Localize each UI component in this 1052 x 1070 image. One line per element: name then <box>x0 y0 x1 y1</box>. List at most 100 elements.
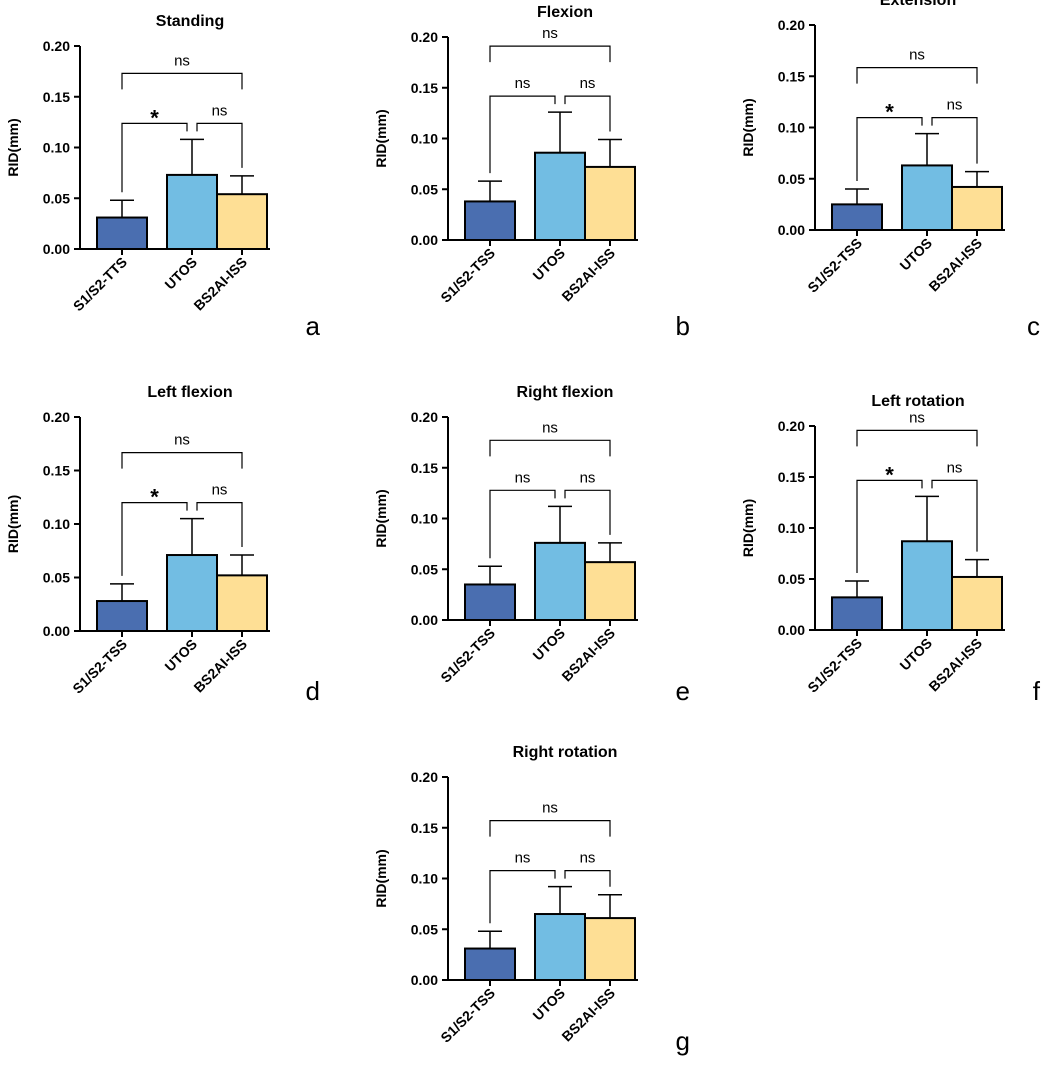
significance-label: ns <box>580 75 596 92</box>
y-tick-label: 0.00 <box>778 622 805 638</box>
chart-title: Right flexion <box>517 384 614 401</box>
panel-letter: e <box>676 676 690 706</box>
panel-letter: g <box>676 1026 690 1056</box>
significance-label: ns <box>542 800 558 817</box>
x-tick-label: BS2AI-ISS <box>558 625 618 685</box>
chart-panel-f: Left rotation RID(mm) 0.00 0.05 0.10 0.15 0.20… <box>740 393 1041 706</box>
bar-1 <box>166 554 218 633</box>
x-tick-label: BS2AI-ISS <box>190 254 250 314</box>
x-tick-label: UTOS <box>896 235 935 274</box>
chart-title: Right rotation <box>513 744 618 761</box>
significance-bracket <box>856 429 978 447</box>
significance-label: ns <box>909 47 925 64</box>
significance-bracket <box>489 95 556 174</box>
y-axis-label: RID(mm) <box>5 118 21 176</box>
x-tick-label: BS2AI-ISS <box>925 235 985 295</box>
y-tick-label: 0.20 <box>411 769 438 785</box>
significance-label: ns <box>580 850 596 867</box>
bar-0 <box>831 203 883 231</box>
x-tick-label: S1/S2-TSS <box>437 985 498 1046</box>
y-tick-label: 0.15 <box>43 89 70 105</box>
significance-bracket <box>931 117 978 164</box>
y-tick-label: 0.00 <box>411 972 438 988</box>
significance-bracket <box>489 489 556 559</box>
y-tick-label: 0.05 <box>43 570 70 586</box>
significance-bracket <box>489 439 611 457</box>
y-tick-label: 0.10 <box>43 140 70 156</box>
significance-bracket <box>856 67 978 84</box>
significance-bracket <box>564 870 611 887</box>
y-axis-label: RID(mm) <box>740 499 756 557</box>
chart-title: Left flexion <box>147 384 232 401</box>
y-tick-label: 0.15 <box>778 469 805 485</box>
significance-label: * <box>885 100 894 125</box>
y-axis-label: RID(mm) <box>373 109 389 167</box>
significance-bracket <box>121 122 188 193</box>
y-tick-label: 0.05 <box>778 571 805 587</box>
bar-2 <box>951 185 1003 231</box>
significance-label: ns <box>580 469 596 486</box>
significance-bracket <box>121 72 243 90</box>
y-tick-label: 0.05 <box>411 181 438 197</box>
x-tick-label: BS2AI-ISS <box>558 245 618 305</box>
chart-title: Left rotation <box>871 393 964 410</box>
y-tick-label: 0.05 <box>411 561 438 577</box>
y-tick-label: 0.10 <box>411 871 438 887</box>
bar-0 <box>96 600 148 632</box>
significance-label: ns <box>542 25 558 42</box>
x-tick-label: S1/S2-TSS <box>804 635 865 696</box>
y-tick-label: 0.20 <box>43 409 70 425</box>
significance-bracket <box>856 117 923 181</box>
y-tick-label: 0.10 <box>411 131 438 147</box>
y-tick-label: 0.20 <box>778 418 805 434</box>
y-tick-label: 0.00 <box>778 222 805 238</box>
y-tick-label: 0.00 <box>43 623 70 639</box>
y-tick-label: 0.10 <box>411 511 438 527</box>
significance-bracket <box>489 820 611 837</box>
significance-label: ns <box>947 97 963 114</box>
x-tick-label: UTOS <box>896 635 935 674</box>
x-tick-label: UTOS <box>161 636 200 675</box>
x-tick-label: BS2AI-ISS <box>558 985 618 1045</box>
y-tick-label: 0.15 <box>411 820 438 836</box>
x-tick-label: UTOS <box>529 985 568 1024</box>
chart-title: Extension <box>880 0 956 9</box>
bar-0 <box>96 216 148 251</box>
bar-2 <box>951 575 1003 632</box>
chart-panel-e: Right flexion RID(mm) 0.00 0.05 0.10 0.15 0.20… <box>373 384 690 706</box>
significance-bracket <box>489 45 611 63</box>
x-tick-label: BS2AI-ISS <box>190 636 250 696</box>
x-tick-label: S1/S2-TSS <box>69 636 130 697</box>
y-tick-label: 0.15 <box>411 460 438 476</box>
significance-bracket <box>564 95 611 132</box>
chart-panel-g: Right rotation RID(mm) 0.00 0.05 0.10 0.15 0.2… <box>373 744 690 1056</box>
x-tick-label: S1/S2-TSS <box>804 235 865 296</box>
y-tick-label: 0.15 <box>778 68 805 84</box>
x-tick-label: S1/S2-TTS <box>70 254 130 314</box>
bar-2 <box>584 917 636 982</box>
significance-label: * <box>150 485 159 510</box>
significance-label: ns <box>542 419 558 436</box>
significance-label: ns <box>515 75 531 92</box>
significance-label: ns <box>515 850 531 867</box>
significance-bracket <box>489 870 556 924</box>
significance-bracket <box>856 479 923 574</box>
significance-bracket <box>121 452 243 469</box>
y-tick-label: 0.00 <box>411 232 438 248</box>
x-tick-label: UTOS <box>529 245 568 284</box>
y-tick-label: 0.20 <box>411 29 438 45</box>
significance-label: ns <box>212 482 228 499</box>
bar-1 <box>901 540 953 632</box>
y-tick-label: 0.05 <box>778 171 805 187</box>
significance-bracket <box>196 502 243 548</box>
bar-2 <box>584 165 636 241</box>
y-axis-label: RID(mm) <box>5 495 21 553</box>
bar-2 <box>584 561 636 622</box>
significance-label: ns <box>515 469 531 486</box>
chart-title: Standing <box>156 13 224 30</box>
y-tick-label: 0.15 <box>411 80 438 96</box>
significance-bracket <box>196 122 243 168</box>
bar-0 <box>464 583 516 621</box>
bar-1 <box>166 173 218 250</box>
